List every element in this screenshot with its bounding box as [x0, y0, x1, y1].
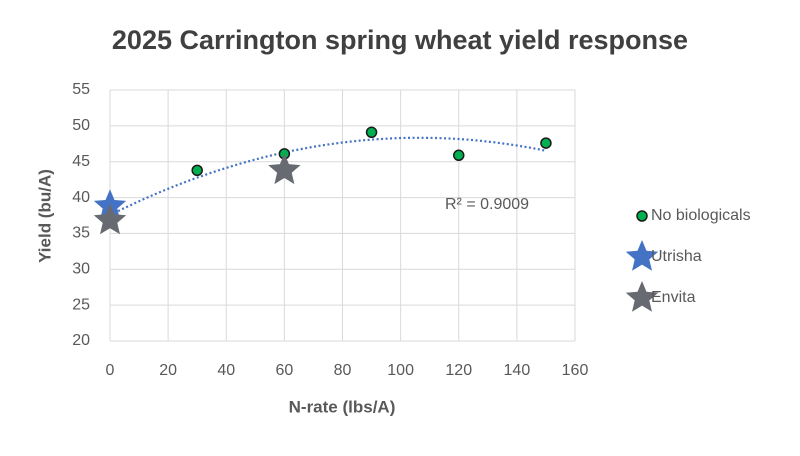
x-tick-label: 100	[387, 362, 414, 379]
trendline	[109, 136, 547, 217]
legend-marker	[636, 210, 648, 222]
legend-marker	[625, 240, 659, 271]
y-tick-label: 35	[72, 225, 90, 242]
legend-marker	[625, 281, 659, 312]
star-marker	[93, 203, 127, 235]
r-squared-label: R² = 0.9009	[445, 196, 529, 213]
y-tick-label: 25	[72, 296, 90, 313]
x-tick-label: 20	[159, 362, 177, 379]
chart-title: 2025 Carrington spring wheat yield respo…	[112, 25, 688, 55]
point	[540, 137, 552, 149]
point	[453, 149, 465, 162]
x-tick-label: 40	[217, 362, 235, 379]
x-tick-label: 160	[562, 362, 589, 379]
y-tick-label: 45	[72, 153, 90, 170]
x-tick-label: 0	[106, 362, 115, 379]
point	[365, 126, 378, 139]
x-tick-label: 140	[504, 362, 531, 379]
y-tick-label: 50	[72, 117, 90, 134]
y-axis-title: Yield (bu/A)	[35, 169, 54, 263]
legend-label: Utrisha	[651, 248, 702, 265]
x-axis-title: N-rate (lbs/A)	[289, 397, 396, 416]
x-tick-label: 80	[334, 362, 352, 379]
y-tick-label: 20	[72, 332, 90, 349]
x-tick-label: 60	[275, 362, 293, 379]
legend-label: No biologicals	[651, 207, 751, 224]
y-tick-label: 55	[72, 81, 90, 98]
y-tick-label: 30	[72, 261, 90, 278]
y-tick-label: 40	[72, 189, 90, 206]
x-tick-label: 120	[445, 362, 472, 379]
star-marker	[268, 153, 301, 185]
legend-label: Envita	[651, 289, 696, 306]
point	[191, 164, 203, 177]
